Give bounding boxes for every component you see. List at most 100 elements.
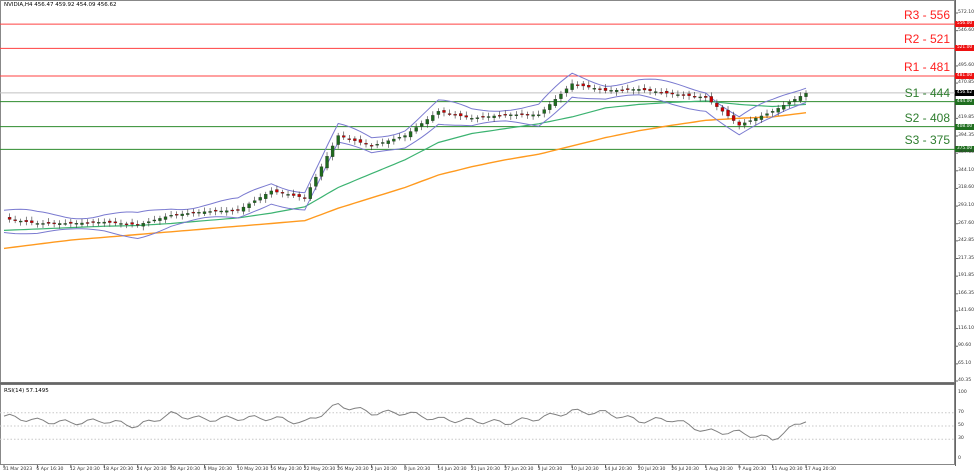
y-tick-label: 242.85 <box>958 237 975 243</box>
rsi-title: RSI(14) 57.1495 <box>4 388 49 394</box>
level-badge-s1: 444.00 <box>955 98 974 105</box>
ma-slow-line <box>3 112 807 250</box>
candle-bull <box>743 122 747 126</box>
candle-bull <box>509 114 513 116</box>
candle-bull <box>35 223 40 225</box>
current-price-badge: 456.62 <box>955 89 974 96</box>
candle-bear <box>459 113 463 117</box>
x-tick-label: 24 Apr 20:30 <box>136 467 167 472</box>
candle-bear <box>681 94 686 96</box>
candle-bull <box>152 219 157 222</box>
rsi-line <box>3 402 807 441</box>
candle-bull <box>798 96 803 101</box>
candle-bull <box>314 176 318 187</box>
candle-bull <box>319 166 324 177</box>
rsi-tick-label: 0 <box>958 456 961 461</box>
candle-bear <box>726 109 730 117</box>
candle-bull <box>548 104 552 110</box>
candle-bull <box>381 142 385 144</box>
candle-bear <box>687 93 691 96</box>
candle-bear <box>442 110 446 113</box>
candle-bear <box>498 115 502 117</box>
x-tick-label: 17 Aug 20:30 <box>805 467 836 472</box>
candle-bull <box>614 89 619 92</box>
candle-bear <box>136 224 140 226</box>
level-label-r3: R3 - 556 <box>903 8 950 23</box>
candle-bull <box>408 131 413 138</box>
y-tick-label: 419.85 <box>958 115 975 121</box>
y-tick-label: 116.10 <box>958 325 975 331</box>
candle-bull <box>542 109 546 114</box>
candle-bear <box>731 115 736 121</box>
candle-bull <box>19 220 23 223</box>
candle-bear <box>692 96 697 98</box>
x-tick-label: 8 Jun 20:30 <box>404 467 431 472</box>
candle-bull <box>80 222 84 225</box>
candle-bull <box>397 137 402 139</box>
candle-bull <box>414 127 418 132</box>
candle-bear <box>369 145 374 147</box>
candle-bull <box>776 108 780 113</box>
candle-bull <box>403 135 407 138</box>
x-tick-label: 3 Jul 20:30 <box>537 467 563 472</box>
candle-bull <box>609 90 613 92</box>
x-tick-label: 7 Aug 20:30 <box>738 467 767 472</box>
y-tick-label: 369.60 <box>958 150 975 156</box>
candle-bear <box>576 84 580 86</box>
y-tick-label: 90.60 <box>958 343 972 349</box>
candle-bull <box>97 222 101 224</box>
rsi-tick-label: 50 <box>958 423 964 428</box>
bollinger-upper-band <box>3 72 807 220</box>
candle-bear <box>69 221 73 224</box>
x-tick-label: 10 May 20:30 <box>236 467 269 472</box>
candle-bull <box>74 223 79 225</box>
candle-bear <box>280 192 285 194</box>
candle-bull <box>486 116 491 118</box>
candle-bull <box>330 145 335 157</box>
candle-bear <box>130 222 134 225</box>
candle-bull <box>241 206 246 212</box>
x-tick-label: 28 Apr 20:30 <box>170 467 201 472</box>
y-tick-label: 65.10 <box>958 360 972 366</box>
candle-bull <box>553 99 558 106</box>
level-badge-r2: 521.00 <box>955 45 974 52</box>
candle-bull <box>804 93 808 97</box>
candle-bear <box>236 209 240 211</box>
y-tick-label: 293.10 <box>958 203 975 209</box>
candle-bear <box>715 102 719 107</box>
x-tick-label: 26 Jul 20:30 <box>671 467 699 472</box>
y-tick-label: 572.10 <box>958 10 975 15</box>
candle-bear <box>525 114 530 116</box>
x-tick-label: 1 Aug 20:30 <box>704 467 733 472</box>
candle-bear <box>347 138 351 140</box>
candle-bull <box>698 96 702 99</box>
chart-title: NVIDIA,H4 456.47 459.92 454.09 456.62 <box>4 2 117 8</box>
candle-bull <box>41 223 45 225</box>
candle-bear <box>364 143 368 145</box>
y-tick-label: 141.60 <box>958 307 975 313</box>
y-tick-label: 546.60 <box>958 27 975 33</box>
candle-bear <box>297 194 301 197</box>
rsi-tick-label: 70 <box>958 409 964 415</box>
candle-bull <box>531 114 535 117</box>
candle-bull <box>782 105 786 110</box>
candle-bear <box>503 114 507 116</box>
level-badge-s3: 375.00 <box>955 146 974 153</box>
candle-bear <box>291 193 296 196</box>
candle-bear <box>464 115 468 118</box>
candle-bear <box>46 222 51 224</box>
candle-bull <box>470 118 474 120</box>
candle-bull <box>286 194 290 196</box>
x-tick-label: 27 Jun 20:30 <box>504 467 534 472</box>
candle-bull <box>119 223 123 225</box>
candle-bear <box>24 220 28 222</box>
x-tick-label: 18 Apr 20:30 <box>103 467 134 472</box>
candle-bear <box>587 85 591 88</box>
candle-bear <box>648 88 652 91</box>
x-tick-label: 10 Jul 20:30 <box>571 467 599 472</box>
candle-bull <box>631 89 635 91</box>
candle-bear <box>353 138 357 141</box>
level-badge-r1: 481.00 <box>955 73 974 80</box>
candle-bear <box>213 209 218 212</box>
